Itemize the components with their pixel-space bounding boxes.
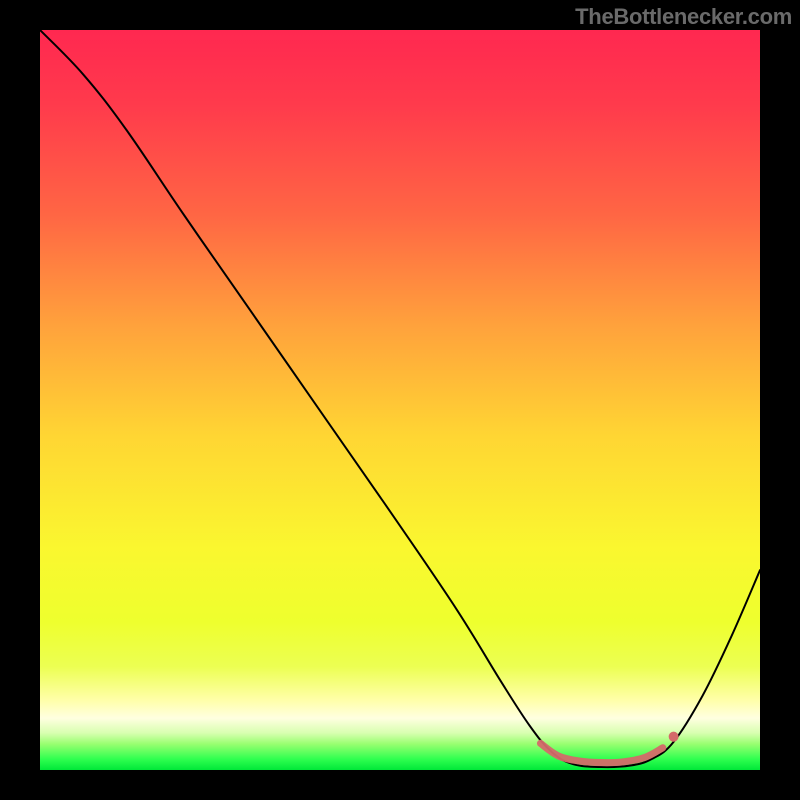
watermark-text: TheBottlenecker.com [575, 4, 792, 30]
chart-container: TheBottlenecker.com [0, 0, 800, 800]
highlight-dot [669, 732, 679, 742]
plot-svg [40, 30, 760, 770]
plot-area [40, 30, 760, 770]
gradient-background [40, 30, 760, 770]
